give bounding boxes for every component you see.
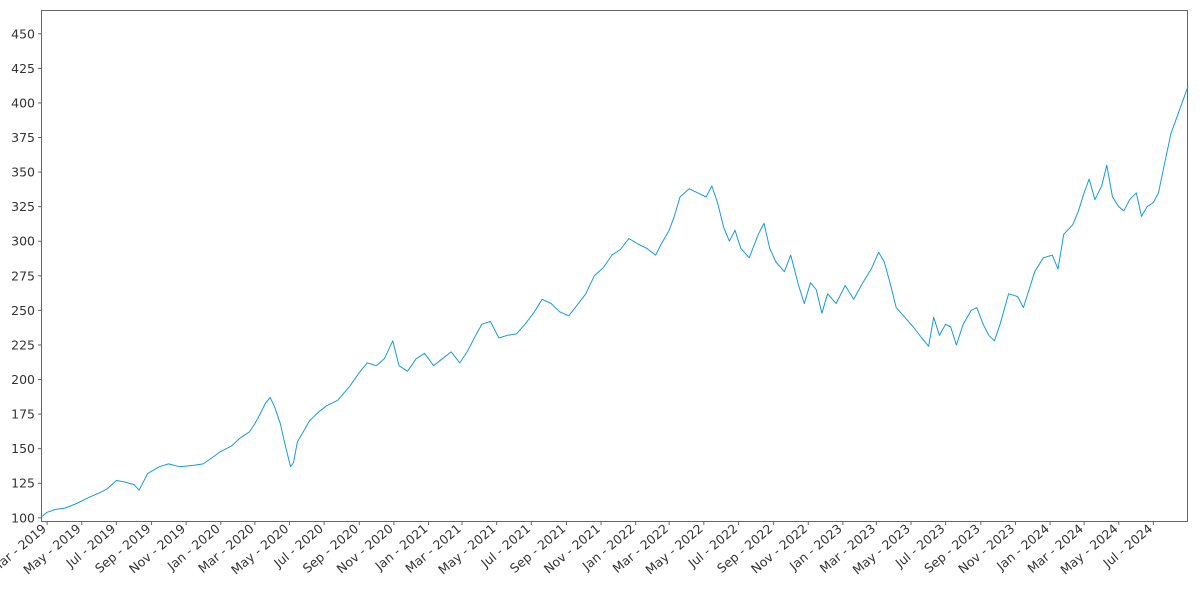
y-tick-label: 225 <box>11 337 35 352</box>
y-tick-label: 350 <box>11 165 35 180</box>
y-tick-label: 125 <box>11 476 35 491</box>
plot-area-frame <box>41 10 1188 522</box>
y-tick-label: 375 <box>11 130 35 145</box>
y-tick-label: 275 <box>11 268 35 283</box>
y-tick-label: 300 <box>11 234 35 249</box>
y-tick-label: 175 <box>11 407 35 422</box>
y-tick-label: 150 <box>11 441 35 456</box>
y-tick-label: 200 <box>11 372 35 387</box>
y-tick-label: 250 <box>11 303 35 318</box>
y-tick-label: 425 <box>11 61 35 76</box>
y-tick-label: 450 <box>11 26 35 41</box>
price-line <box>41 86 1189 517</box>
y-tick-label: 400 <box>11 95 35 110</box>
y-axis: 100 125 150 175 200 225 250 275 300 325 350 375 400 4… <box>11 26 42 525</box>
y-tick-label: 100 <box>11 510 35 525</box>
y-tick-label: 325 <box>11 199 35 214</box>
